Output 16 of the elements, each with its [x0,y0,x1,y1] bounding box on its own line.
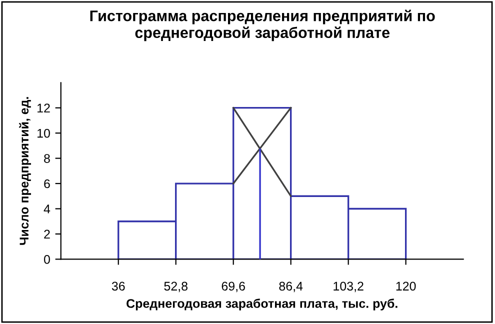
y-axis-title: Число предприятий, ед. [19,97,32,245]
y-tick-label: 4 [44,204,50,214]
x-tick-label: 52,8 [164,282,188,292]
x-tick-label: 86,4 [279,282,303,292]
y-tick-label: 12 [38,104,50,112]
x-tick-label: 36 [112,282,125,291]
chart-title: Гистограмма распределения предприятий по среднегодовой заработной плате [90,10,435,42]
x-tick-label: 103,2 [334,282,364,292]
y-tick-label: 10 [38,128,50,138]
y-tick-label: 8 [44,154,50,163]
y-tick-label: 0 [44,255,50,264]
y-tick-label: 2 [44,230,50,239]
x-axis-title: Среднегодовая заработная плата, тыс. руб. [126,298,398,310]
y-tick-label: 6 [44,179,50,188]
x-tick-label: 69,6 [222,282,245,292]
x-tick-label: 120 [396,282,416,291]
